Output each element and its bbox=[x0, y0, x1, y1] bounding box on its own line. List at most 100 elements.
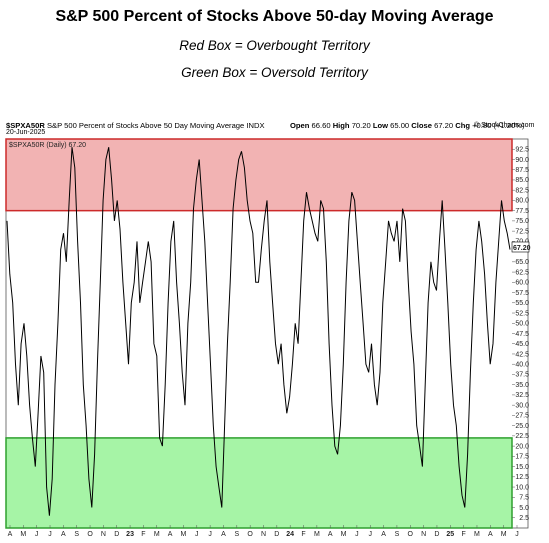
chg-value: +0.80 (+1.20%) bbox=[472, 121, 525, 130]
x-tick-label: M bbox=[341, 531, 347, 538]
x-tick-label: 24 bbox=[286, 531, 294, 538]
y-tick-label: 37.5 bbox=[515, 372, 529, 379]
y-axis: 2.5 5.0 7.5 10.0 12.5 15.0 17.5 20.0 22.5 25.0 27.… bbox=[512, 147, 529, 522]
low-value: 65.00 bbox=[390, 121, 410, 130]
y-tick-label: 5.0 bbox=[519, 505, 529, 512]
x-tick-label: A bbox=[328, 531, 333, 538]
x-tick-label: F bbox=[301, 531, 305, 538]
x-tick-label: F bbox=[461, 531, 465, 538]
header-symbol-line: $SPXA50R S&P 500 Percent of Stocks Above… bbox=[6, 121, 265, 130]
y-tick-label: 87.5 bbox=[515, 167, 529, 174]
subtitle-overbought: Red Box = Overbought Territory bbox=[179, 38, 370, 53]
close-label: Close bbox=[411, 121, 432, 130]
y-tick-label: 2.5 bbox=[519, 515, 529, 522]
x-tick-label: J bbox=[35, 531, 39, 538]
y-tick-label: 40.0 bbox=[515, 362, 529, 369]
x-tick-label: O bbox=[247, 531, 253, 538]
last-value-label: 67.20 bbox=[513, 245, 531, 252]
y-tick-label: 65.0 bbox=[515, 259, 529, 266]
subtitle-oversold: Green Box = Oversold Territory bbox=[181, 65, 368, 80]
series-line bbox=[6, 147, 511, 516]
x-tick-label: O bbox=[408, 531, 414, 538]
y-tick-label: 72.5 bbox=[515, 228, 529, 235]
y-tick-label: 25.0 bbox=[515, 423, 529, 430]
y-tick-label: 22.5 bbox=[515, 433, 529, 440]
x-tick-label: A bbox=[488, 531, 493, 538]
x-tick-label: M bbox=[154, 531, 160, 538]
y-tick-label: 10.0 bbox=[515, 484, 529, 491]
x-tick-label: D bbox=[274, 531, 279, 538]
header-ohlc: Open 66.60 High 70.20 Low 65.00 Close 67… bbox=[290, 121, 524, 130]
x-tick-label: A bbox=[8, 531, 13, 538]
y-tick-label: 7.5 bbox=[519, 495, 529, 502]
x-tick-label: M bbox=[474, 531, 480, 538]
y-tick-label: 75.0 bbox=[515, 218, 529, 225]
watermark: © StockCharts.com bbox=[474, 122, 535, 129]
low-label: Low bbox=[372, 121, 389, 130]
chart-title: S&P 500 Percent of Stocks Above 50-day M… bbox=[55, 8, 494, 25]
y-tick-label: 82.5 bbox=[515, 187, 529, 194]
y-tick-label: 62.5 bbox=[515, 269, 529, 276]
y-tick-label: 32.5 bbox=[515, 392, 529, 399]
chg-label: Chg bbox=[455, 121, 470, 130]
x-axis: A M J J A S O N D 23 F M A M J J A S O N D 24 F M A M J J A S O N D 25 F M A… bbox=[8, 525, 519, 538]
symbol: $SPXA50R bbox=[6, 121, 45, 130]
x-tick-label: D bbox=[114, 531, 119, 538]
close-value: 67.20 bbox=[434, 121, 454, 130]
x-tick-label: S bbox=[74, 531, 79, 538]
header-date: 20-Jun-2025 bbox=[6, 129, 46, 136]
overbought-zone bbox=[5, 138, 513, 212]
description: S&P 500 Percent of Stocks Above 50 Day M… bbox=[46, 121, 245, 130]
high-value: 70.20 bbox=[351, 121, 371, 130]
y-tick-label: 17.5 bbox=[515, 454, 529, 461]
x-tick-label: S bbox=[234, 531, 239, 538]
y-tick-label: 55.0 bbox=[515, 300, 529, 307]
y-tick-label: 52.5 bbox=[515, 310, 529, 317]
open-value: 66.60 bbox=[311, 121, 331, 130]
y-tick-label: 77.5 bbox=[515, 208, 529, 215]
oversold-zone bbox=[5, 437, 513, 529]
last-value-box bbox=[511, 241, 530, 253]
x-tick-label: M bbox=[20, 531, 26, 538]
x-tick-label: J bbox=[48, 531, 52, 538]
x-tick-label: N bbox=[421, 531, 426, 538]
x-tick-label: S bbox=[395, 531, 400, 538]
y-tick-label: 27.5 bbox=[515, 413, 529, 420]
series-legend: $SPXA50R (Daily) 67.20 bbox=[9, 142, 86, 149]
x-tick-label: 25 bbox=[446, 531, 454, 538]
x-tick-label: J bbox=[368, 531, 372, 538]
x-tick-label: A bbox=[168, 531, 173, 538]
y-tick-label: 20.0 bbox=[515, 443, 529, 450]
x-tick-label: N bbox=[261, 531, 266, 538]
y-tick-label: 15.0 bbox=[515, 464, 529, 471]
x-tick-label: O bbox=[87, 531, 93, 538]
y-tick-label: 90.0 bbox=[515, 157, 529, 164]
y-tick-label: 12.5 bbox=[515, 474, 529, 481]
exchange: INDX bbox=[246, 121, 265, 130]
y-tick-label: 47.5 bbox=[515, 331, 529, 338]
y-tick-label: 50.0 bbox=[515, 321, 529, 328]
y-tick-label: 80.0 bbox=[515, 198, 529, 205]
y-tick-label: 42.5 bbox=[515, 351, 529, 358]
y-tick-label: 60.0 bbox=[515, 280, 529, 287]
x-tick-label: F bbox=[141, 531, 145, 538]
x-tick-label: A bbox=[221, 531, 226, 538]
y-tick-label: 45.0 bbox=[515, 341, 529, 348]
x-tick-label: A bbox=[381, 531, 386, 538]
open-label: Open bbox=[290, 121, 310, 130]
x-tick-label: A bbox=[61, 531, 66, 538]
x-tick-label: J bbox=[208, 531, 212, 538]
high-label: High bbox=[332, 121, 350, 130]
y-tick-label: 85.0 bbox=[515, 177, 529, 184]
y-tick-label: 30.0 bbox=[515, 402, 529, 409]
x-tick-label: J bbox=[195, 531, 199, 538]
x-tick-label: M bbox=[181, 531, 187, 538]
y-tick-label: 35.0 bbox=[515, 382, 529, 389]
x-tick-label: J bbox=[515, 531, 519, 538]
x-tick-label: M bbox=[314, 531, 320, 538]
y-tick-label: 92.5 bbox=[515, 147, 529, 154]
x-tick-label: M bbox=[501, 531, 507, 538]
x-tick-label: J bbox=[355, 531, 359, 538]
y-tick-label: 57.5 bbox=[515, 290, 529, 297]
